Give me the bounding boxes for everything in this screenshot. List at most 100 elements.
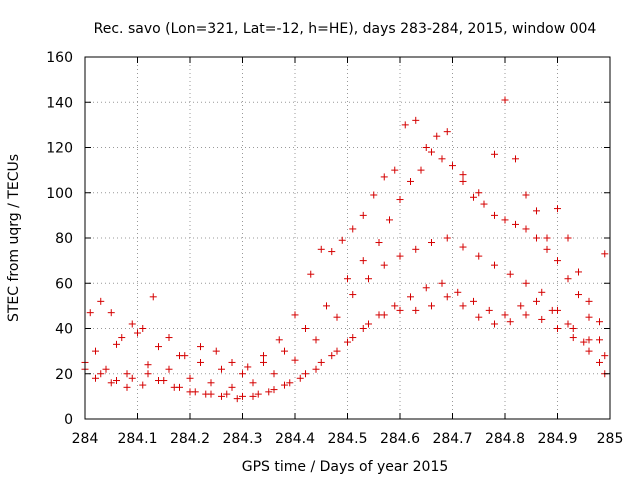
data-point xyxy=(585,347,593,355)
data-point xyxy=(396,252,404,260)
data-point xyxy=(249,392,257,400)
data-point xyxy=(517,302,525,310)
data-point xyxy=(349,291,357,299)
data-point xyxy=(128,320,136,328)
data-point xyxy=(601,250,609,258)
y-tick-label: 80 xyxy=(55,231,73,247)
data-point xyxy=(270,370,278,378)
data-point xyxy=(165,365,173,373)
data-point xyxy=(443,234,451,242)
data-point xyxy=(380,261,388,269)
data-point xyxy=(328,248,336,256)
data-point xyxy=(454,288,462,296)
data-point xyxy=(344,338,351,346)
data-point xyxy=(601,352,609,360)
data-point xyxy=(317,358,325,366)
data-point xyxy=(585,313,593,321)
data-point xyxy=(218,392,225,400)
data-point xyxy=(155,377,162,385)
data-point xyxy=(391,302,399,310)
data-point xyxy=(296,374,304,382)
data-point xyxy=(118,334,126,342)
data-point xyxy=(412,116,420,124)
data-point xyxy=(422,144,430,151)
x-tick-label: 284.5 xyxy=(327,431,367,447)
data-point xyxy=(438,279,446,287)
data-point xyxy=(412,306,420,314)
data-points xyxy=(81,96,609,403)
data-point xyxy=(113,377,120,385)
data-point xyxy=(485,306,493,314)
data-point xyxy=(333,313,341,321)
data-point xyxy=(307,270,315,278)
x-tick-label: 284.4 xyxy=(275,431,315,447)
data-point xyxy=(92,347,99,355)
data-point xyxy=(522,311,530,319)
data-point xyxy=(155,343,162,351)
y-tick-label: 40 xyxy=(55,322,73,338)
data-point xyxy=(470,193,477,201)
y-tick-label: 0 xyxy=(64,412,73,428)
data-point xyxy=(407,177,414,185)
data-point xyxy=(554,325,561,332)
data-point xyxy=(233,395,241,403)
data-point xyxy=(317,245,325,253)
data-point xyxy=(197,358,204,366)
data-point xyxy=(197,343,204,351)
data-point xyxy=(501,311,509,319)
data-point xyxy=(533,297,540,305)
data-point xyxy=(580,338,588,346)
data-point xyxy=(202,390,210,398)
data-point xyxy=(564,320,572,328)
data-point xyxy=(491,211,498,219)
data-point xyxy=(501,216,509,224)
grid xyxy=(85,57,610,419)
data-point xyxy=(554,257,561,265)
data-point xyxy=(564,275,572,283)
data-point xyxy=(396,196,404,204)
data-point xyxy=(459,302,467,310)
data-point xyxy=(522,225,530,233)
data-point xyxy=(228,358,236,366)
data-point xyxy=(575,268,582,276)
data-point xyxy=(475,189,483,197)
data-point xyxy=(323,302,330,310)
data-point xyxy=(170,383,178,391)
data-point xyxy=(575,291,582,299)
data-point xyxy=(186,388,194,396)
data-point xyxy=(433,132,441,140)
data-point xyxy=(596,318,603,326)
data-point xyxy=(123,383,131,391)
data-point xyxy=(134,329,141,337)
data-point xyxy=(328,352,336,360)
data-point xyxy=(176,352,183,360)
data-point xyxy=(291,356,299,364)
data-point xyxy=(86,309,94,317)
data-point xyxy=(548,306,556,314)
y-tick-label: 60 xyxy=(55,276,73,292)
data-point xyxy=(97,370,105,378)
data-point xyxy=(359,211,367,219)
data-point xyxy=(344,275,351,283)
data-point xyxy=(543,245,551,253)
data-point xyxy=(491,261,498,269)
data-point xyxy=(391,166,399,174)
data-point xyxy=(281,381,288,389)
data-point xyxy=(239,392,246,400)
data-point xyxy=(333,347,341,355)
data-point xyxy=(97,297,105,305)
x-tick-label: 284.6 xyxy=(380,431,420,447)
y-tick-label: 140 xyxy=(46,95,73,111)
data-point xyxy=(459,243,467,251)
data-point xyxy=(359,325,367,332)
data-point xyxy=(506,318,514,326)
data-point xyxy=(244,363,252,371)
data-point xyxy=(312,336,320,344)
data-point xyxy=(239,370,246,378)
data-point xyxy=(522,191,530,199)
data-point xyxy=(144,370,152,378)
data-point xyxy=(449,162,456,170)
data-point xyxy=(228,383,236,391)
data-point xyxy=(291,311,299,319)
